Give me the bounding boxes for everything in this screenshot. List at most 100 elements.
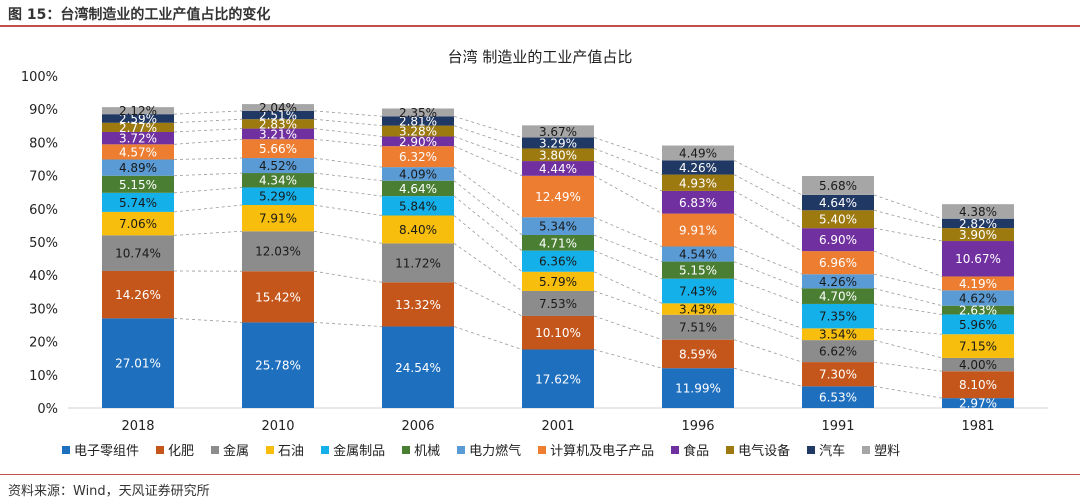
data-label: 27.01% — [115, 357, 161, 371]
legend-label: 石油 — [278, 440, 304, 459]
legend-item: 化肥 — [156, 440, 194, 459]
data-label: 7.30% — [819, 368, 857, 382]
data-label: 7.51% — [679, 321, 717, 335]
legend-item: 金属 — [211, 440, 249, 459]
chart-title: 台湾 制造业的工业产值占比 — [448, 48, 633, 66]
connector-line — [454, 243, 522, 291]
connector-line — [874, 288, 942, 305]
legend-label: 计算机及电子产品 — [550, 440, 654, 459]
connector-line — [734, 368, 802, 386]
data-label: 6.62% — [819, 345, 857, 359]
data-label: 5.40% — [819, 213, 857, 227]
data-label: 4.38% — [959, 205, 997, 219]
data-label: 2.82% — [959, 217, 997, 231]
data-label: 6.53% — [819, 391, 857, 405]
connector-line — [174, 318, 242, 322]
source-note: 资料来源：Wind，天风证券研究所 — [8, 480, 210, 499]
data-label: 7.15% — [959, 340, 997, 354]
legend-item: 金属制品 — [321, 440, 385, 459]
data-label: 7.06% — [119, 217, 157, 231]
legend-item: 石油 — [266, 440, 304, 459]
data-label: 4.70% — [819, 290, 857, 304]
data-label: 11.99% — [675, 382, 721, 396]
connector-line — [734, 303, 802, 328]
data-label: 4.54% — [679, 248, 717, 262]
connector-line — [174, 111, 242, 114]
legend-label: 金属 — [223, 440, 249, 459]
data-label: 10.74% — [115, 247, 161, 261]
legend-swatch — [538, 446, 546, 454]
data-label: 4.64% — [819, 196, 857, 210]
connector-line — [594, 350, 662, 369]
connector-line — [594, 161, 662, 191]
legend-item: 电力燃气 — [457, 440, 521, 459]
data-label: 7.53% — [539, 297, 577, 311]
y-tick-label: 20% — [29, 336, 58, 351]
connector-line — [734, 214, 802, 251]
x-tick-label: 2010 — [261, 419, 294, 434]
y-tick-label: 70% — [29, 170, 58, 185]
data-label: 17.62% — [535, 372, 581, 386]
data-label: 4.52% — [259, 159, 297, 173]
data-label: 4.64% — [399, 182, 437, 196]
data-label: 4.26% — [819, 275, 857, 289]
connector-line — [874, 304, 942, 314]
connector-line — [594, 291, 662, 315]
connector-line — [174, 187, 242, 192]
data-label: 4.44% — [539, 162, 577, 176]
connector-line — [454, 116, 522, 137]
data-label: 14.26% — [115, 288, 161, 302]
connector-line — [734, 315, 802, 340]
data-label: 4.89% — [119, 161, 157, 175]
connector-line — [314, 111, 382, 116]
connector-line — [174, 139, 242, 144]
connector-line — [314, 205, 382, 215]
connector-line — [734, 340, 802, 362]
connector-line — [594, 251, 662, 279]
connector-line — [314, 173, 382, 181]
data-label: 4.00% — [959, 358, 997, 372]
connector-line — [874, 228, 942, 241]
data-label: 3.67% — [539, 125, 577, 139]
y-tick-label: 60% — [29, 203, 58, 218]
data-label: 5.84% — [399, 199, 437, 213]
legend-item: 汽车 — [807, 440, 845, 459]
connector-line — [174, 158, 242, 159]
data-label: 8.40% — [399, 223, 437, 237]
data-label: 13.32% — [395, 298, 441, 312]
data-label: 9.91% — [679, 224, 717, 238]
connector-line — [454, 327, 522, 350]
data-label: 12.03% — [255, 245, 301, 259]
legend-item: 机械 — [402, 440, 440, 459]
legend-swatch — [266, 446, 274, 454]
connector-line — [734, 279, 802, 304]
legend-label: 化肥 — [168, 440, 194, 459]
data-label: 5.15% — [119, 178, 157, 192]
legend-swatch — [321, 446, 329, 454]
connector-line — [874, 386, 942, 398]
figure-header: 图 15：台湾制造业的工业产值占比的变化 — [8, 4, 270, 24]
connector-line — [314, 231, 382, 243]
connector-line — [314, 119, 382, 125]
data-label: 5.74% — [119, 196, 157, 210]
legend-item: 计算机及电子产品 — [538, 440, 654, 459]
legend-label: 食品 — [683, 440, 709, 459]
x-tick-label: 1981 — [961, 419, 994, 434]
x-tick-label: 2018 — [121, 419, 154, 434]
legend-item: 塑料 — [862, 440, 900, 459]
connector-line — [734, 247, 802, 275]
connector-line — [874, 195, 942, 219]
data-label: 5.79% — [539, 275, 577, 289]
data-label: 7.91% — [259, 212, 297, 226]
y-tick-label: 50% — [29, 236, 58, 251]
connector-line — [314, 271, 382, 282]
data-label: 4.71% — [539, 236, 577, 250]
data-label: 6.83% — [679, 196, 717, 210]
y-tick-label: 10% — [29, 369, 58, 384]
legend-item: 食品 — [671, 440, 709, 459]
legend-swatch — [211, 446, 219, 454]
connector-line — [594, 138, 662, 161]
data-label: 2.12% — [119, 104, 157, 118]
connector-line — [454, 167, 522, 217]
legend-swatch — [62, 446, 70, 454]
